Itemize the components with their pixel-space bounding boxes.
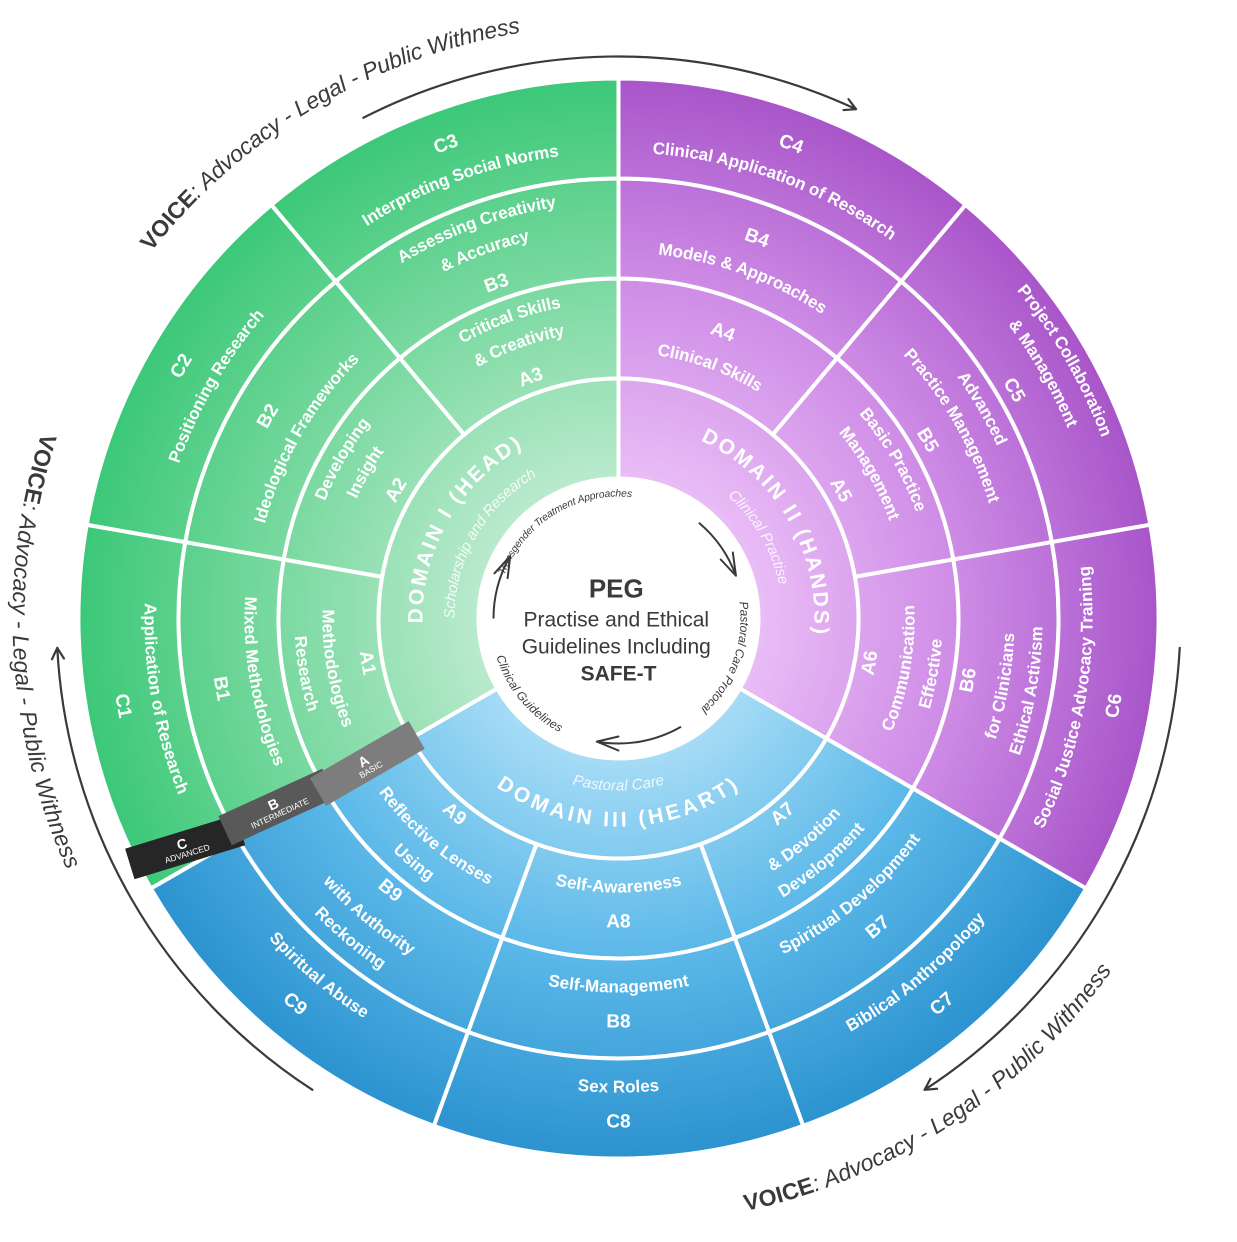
svg-text:B8: B8 [606, 1011, 631, 1032]
svg-text:Sex Roles: Sex Roles [577, 1076, 660, 1097]
svg-text:C1: C1 [110, 692, 135, 720]
svg-text:A1: A1 [355, 649, 380, 677]
svg-text:A6: A6 [858, 649, 883, 677]
svg-text:A8: A8 [606, 911, 631, 932]
svg-text:C6: C6 [1102, 692, 1127, 720]
svg-text:B1: B1 [209, 675, 234, 703]
svg-text:B6: B6 [956, 667, 981, 695]
svg-text:C8: C8 [606, 1111, 631, 1132]
